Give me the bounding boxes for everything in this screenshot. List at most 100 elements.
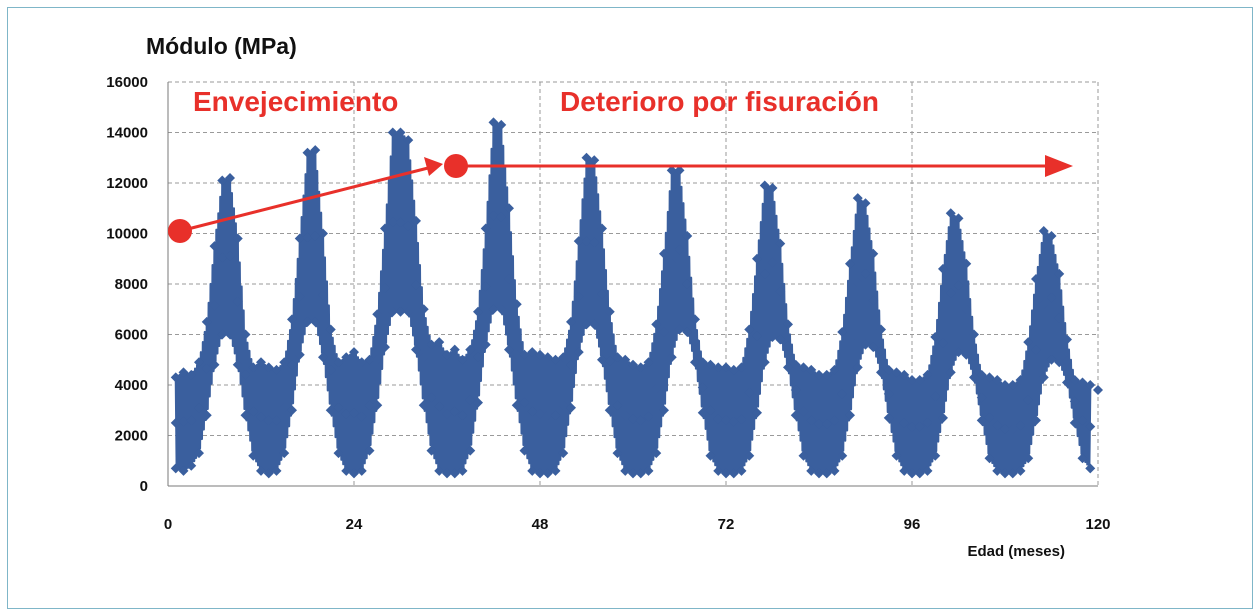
data-point-mid — [806, 415, 817, 426]
data-point-mid — [473, 352, 483, 363]
data-point-mid — [1000, 424, 1010, 435]
y-tick-label: 10000 — [106, 226, 148, 243]
data-point-peak — [914, 374, 925, 385]
data-point-mid — [814, 419, 824, 430]
data-point-peak — [1046, 231, 1057, 242]
data-point-trough — [325, 405, 336, 416]
data-point-mid — [1077, 415, 1088, 426]
data-point-peak — [1054, 268, 1065, 279]
data-point-mid — [852, 277, 863, 288]
data-point-trough — [1031, 415, 1041, 426]
data-point-mid — [883, 388, 894, 399]
data-point-peak — [480, 223, 491, 234]
data-point-mid — [581, 236, 592, 247]
data-point-peak — [186, 369, 197, 380]
aging-arrow-head — [424, 157, 443, 176]
data-point-mid — [783, 340, 793, 351]
data-point-trough — [473, 397, 483, 408]
data-point-mid — [728, 416, 739, 427]
data-point-trough — [449, 468, 460, 479]
data-point-trough — [790, 410, 801, 421]
data-point-mid — [178, 416, 189, 427]
x-tick-label: 96 — [904, 516, 921, 533]
data-point-trough — [511, 400, 522, 411]
data-point-mid — [674, 244, 685, 255]
data-point-peak — [457, 354, 468, 365]
chart: Módulo (MPa) 020004000600080001000012000… — [106, 33, 1110, 560]
data-point-trough — [194, 448, 204, 459]
data-point-peak — [527, 347, 538, 358]
data-point-mid — [302, 232, 313, 243]
data-point-mid — [442, 409, 452, 420]
data-point-peak — [411, 215, 421, 226]
data-point-mid — [558, 400, 569, 411]
data-point-mid — [697, 382, 708, 393]
data-point-trough — [744, 450, 755, 461]
y-tick-label: 14000 — [106, 125, 148, 142]
data-point-mid — [752, 330, 762, 341]
data-point-mid — [465, 395, 476, 406]
series-modulo — [170, 117, 1103, 479]
data-point-trough — [1046, 354, 1057, 365]
cracking-start-marker — [444, 154, 468, 178]
data-point-mid — [597, 289, 607, 300]
data-point-peak — [922, 369, 933, 380]
data-point-mid — [922, 417, 933, 428]
data-point-peak — [682, 231, 693, 242]
data-point-peak — [287, 314, 297, 325]
y-tick-label: 12000 — [106, 175, 148, 192]
data-point-peak — [814, 369, 824, 380]
data-point-trough — [519, 445, 530, 456]
data-point-mid — [201, 363, 212, 374]
data-point-peak — [690, 314, 700, 325]
data-point-trough — [442, 468, 452, 479]
data-point-trough — [1069, 417, 1080, 428]
data-point-peak — [604, 306, 615, 317]
data-point-trough — [186, 460, 197, 471]
data-point-trough — [573, 347, 584, 358]
data-point-mid — [829, 415, 840, 426]
data-point-trough — [232, 359, 243, 370]
data-point-peak — [876, 324, 886, 335]
data-point-peak — [232, 233, 243, 244]
data-point-peak — [945, 208, 956, 219]
data-point-peak — [721, 362, 731, 373]
cracking-arrow-head — [1045, 155, 1073, 177]
data-point-peak — [356, 357, 367, 368]
data-point-mid — [790, 385, 801, 396]
data-point-trough — [349, 468, 359, 479]
data-point-peak — [372, 309, 383, 320]
data-point-peak — [1031, 273, 1041, 284]
data-point-trough — [798, 450, 809, 461]
data-point-trough — [837, 450, 848, 461]
data-point-trough — [759, 357, 770, 368]
data-point-trough — [294, 349, 305, 360]
data-point-trough — [984, 453, 995, 464]
data-point-peak — [364, 354, 375, 365]
data-point-mid — [930, 391, 941, 402]
data-point-peak — [294, 233, 305, 244]
data-point-mid — [612, 400, 623, 411]
data-point-trough — [403, 306, 414, 317]
data-point-mid — [891, 409, 902, 420]
data-point-trough — [256, 465, 266, 476]
data-point-trough — [604, 405, 615, 416]
data-point-mid — [186, 415, 197, 426]
data-point-mid — [310, 231, 321, 242]
data-point-peak — [217, 175, 228, 186]
data-point-peak — [821, 369, 832, 380]
data-point-trough — [930, 450, 941, 461]
data-point-peak — [798, 362, 809, 373]
data-point-trough — [628, 468, 638, 479]
data-point-peak — [318, 228, 328, 239]
data-point-peak — [209, 241, 220, 252]
data-point-mid — [767, 257, 778, 268]
data-point-peak — [860, 198, 871, 209]
y-tick-label: 4000 — [115, 377, 148, 394]
data-point-trough — [690, 357, 700, 368]
data-point-trough — [891, 450, 902, 461]
data-point-peak — [736, 362, 747, 373]
data-point-trough — [209, 359, 220, 370]
data-point-peak — [705, 359, 716, 370]
data-point-mid — [294, 291, 305, 302]
